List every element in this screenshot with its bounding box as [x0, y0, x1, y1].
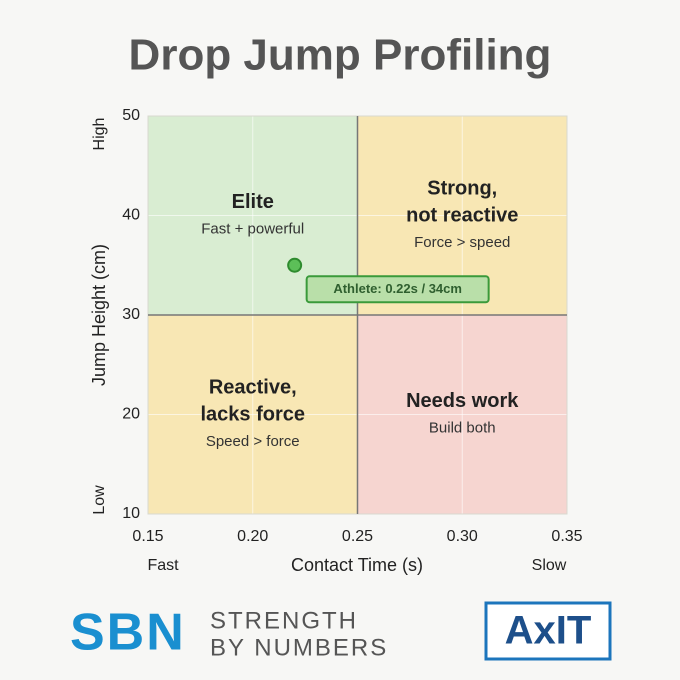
y-tick-label: 40	[122, 207, 140, 224]
brand-line: BY NUMBERS	[210, 634, 388, 661]
x-tick-label: 0.25	[342, 528, 373, 545]
x-tick-label: 0.15	[132, 528, 163, 545]
x-low-label: Fast	[147, 557, 179, 574]
x-tick-label: 0.20	[237, 528, 268, 545]
chart-title: Drop Jump Profiling	[129, 31, 552, 80]
quadrant-title: Elite	[232, 191, 274, 213]
quadrant-subtitle: Build both	[429, 419, 496, 436]
y-tick-label: 10	[122, 505, 140, 522]
y-low-label: Low	[91, 485, 108, 515]
annotation-box	[305, 275, 490, 304]
axit-box	[484, 601, 612, 661]
y-tick-label: 30	[122, 306, 140, 323]
y-axis-label: Jump Height (cm)	[89, 244, 109, 386]
plot-area: 0.15 0.20 0.25 0.30 0.35 10 20 30 40 50 Elite Fast …	[122, 107, 582, 545]
quadrant-title: Needs work	[406, 390, 519, 412]
y-tick-label: 50	[122, 107, 140, 124]
quadrant-title: lacks force	[200, 403, 305, 425]
data-point	[287, 257, 303, 273]
quadrant-subtitle: Force > speed	[414, 234, 510, 251]
x-tick-label: 0.35	[551, 528, 582, 545]
x-tick-label: 0.30	[447, 528, 478, 545]
quadrant-subtitle: Fast + powerful	[201, 220, 304, 237]
quadrant-subtitle: Speed > force	[206, 433, 300, 450]
quadrant-title: not reactive	[406, 204, 518, 226]
x-axis-label: Contact Time (s)	[291, 555, 423, 575]
quadrant-title: Strong,	[427, 177, 497, 199]
y-tick-label: 20	[122, 406, 140, 423]
brand-line: STRENGTH	[210, 607, 358, 634]
sbn-logo: SBN	[70, 604, 186, 662]
y-high-label: High	[91, 118, 108, 151]
axit-logo: AxIT	[505, 609, 592, 653]
x-high-label: Slow	[532, 557, 567, 574]
quadrant-title: Reactive,	[209, 376, 297, 398]
annotation: Athlete: 0.22s / 34cm	[333, 281, 462, 296]
